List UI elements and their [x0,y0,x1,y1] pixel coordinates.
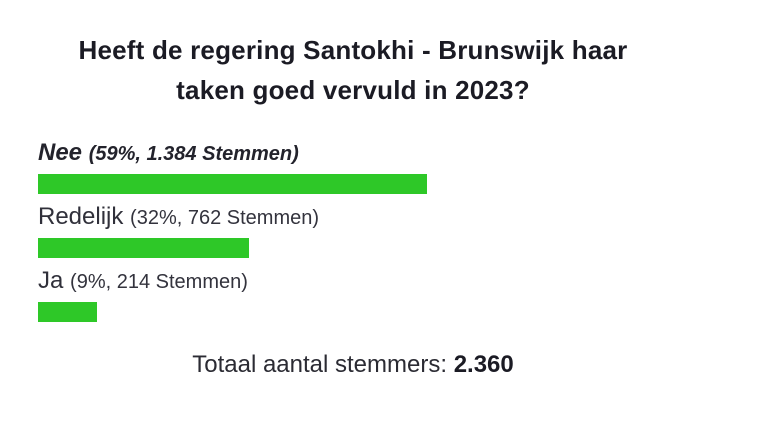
option-detail: (32%, 762 Stemmen) [130,207,320,229]
result-bar [38,238,250,258]
option-label-row: Ja (9%, 214 Stemmen) [38,266,678,297]
poll-option-nee: Nee (59%, 1.384 Stemmen) [38,138,678,194]
option-detail: (9%, 214 Stemmen) [70,271,248,293]
result-bar [38,302,98,322]
option-label-row: Nee (59%, 1.384 Stemmen) [38,138,678,169]
option-name: Nee [38,139,83,166]
poll-option-redelijk: Redelijk (32%, 762 Stemmen) [38,202,678,258]
result-bar [38,174,428,194]
poll-results-widget: Heeft de regering Santokhi - Brunswijk h… [28,30,678,380]
total-label: Totaal aantal stemmers: [192,351,448,378]
option-name: Redelijk [38,203,124,230]
poll-options: Nee (59%, 1.384 Stemmen) Redelijk (32%, … [28,138,678,322]
total-value: 2.360 [453,351,514,378]
option-label-row: Redelijk (32%, 762 Stemmen) [38,202,678,233]
poll-title: Heeft de regering Santokhi - Brunswijk h… [28,30,678,110]
option-detail: (59%, 1.384 Stemmen) [88,143,299,165]
poll-option-ja: Ja (9%, 214 Stemmen) [38,266,678,322]
option-name: Ja [38,267,64,294]
poll-title-line2: taken goed vervuld in 2023? [176,75,530,105]
poll-total-line: Totaal aantal stemmers: 2.360 [28,350,678,380]
poll-title-line1: Heeft de regering Santokhi - Brunswijk h… [78,35,628,65]
